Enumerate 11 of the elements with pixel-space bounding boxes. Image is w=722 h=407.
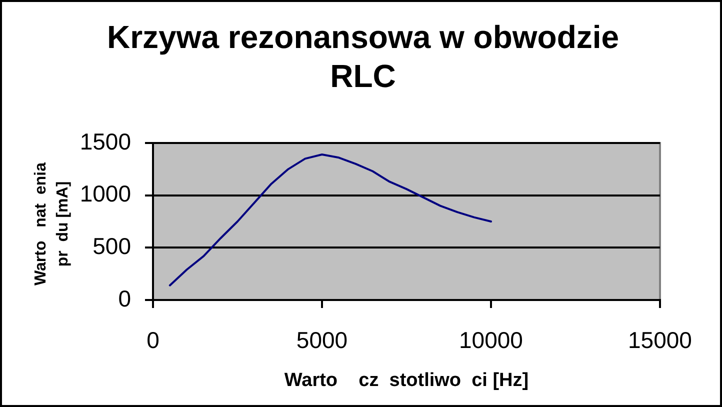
chart-title: Krzywa rezonansowa w obwodzie RLC — [106, 18, 620, 96]
y-axis-title: Warto nat enia pr du [mA] — [31, 161, 72, 288]
y-tick-label: 1000 — [80, 180, 131, 207]
x-axis-title: Warto cz stotliwo ci [Hz] — [284, 370, 529, 391]
x-tick-label: 0 — [146, 327, 160, 354]
y-tick-label: 1500 — [80, 128, 131, 154]
x-tick-label: 5000 — [296, 327, 348, 354]
x-tick-label: 10000 — [459, 327, 523, 354]
y-tick-label: 500 — [92, 233, 131, 260]
y-tick-label: 0 — [118, 285, 131, 312]
x-tick-label: 15000 — [628, 327, 692, 354]
